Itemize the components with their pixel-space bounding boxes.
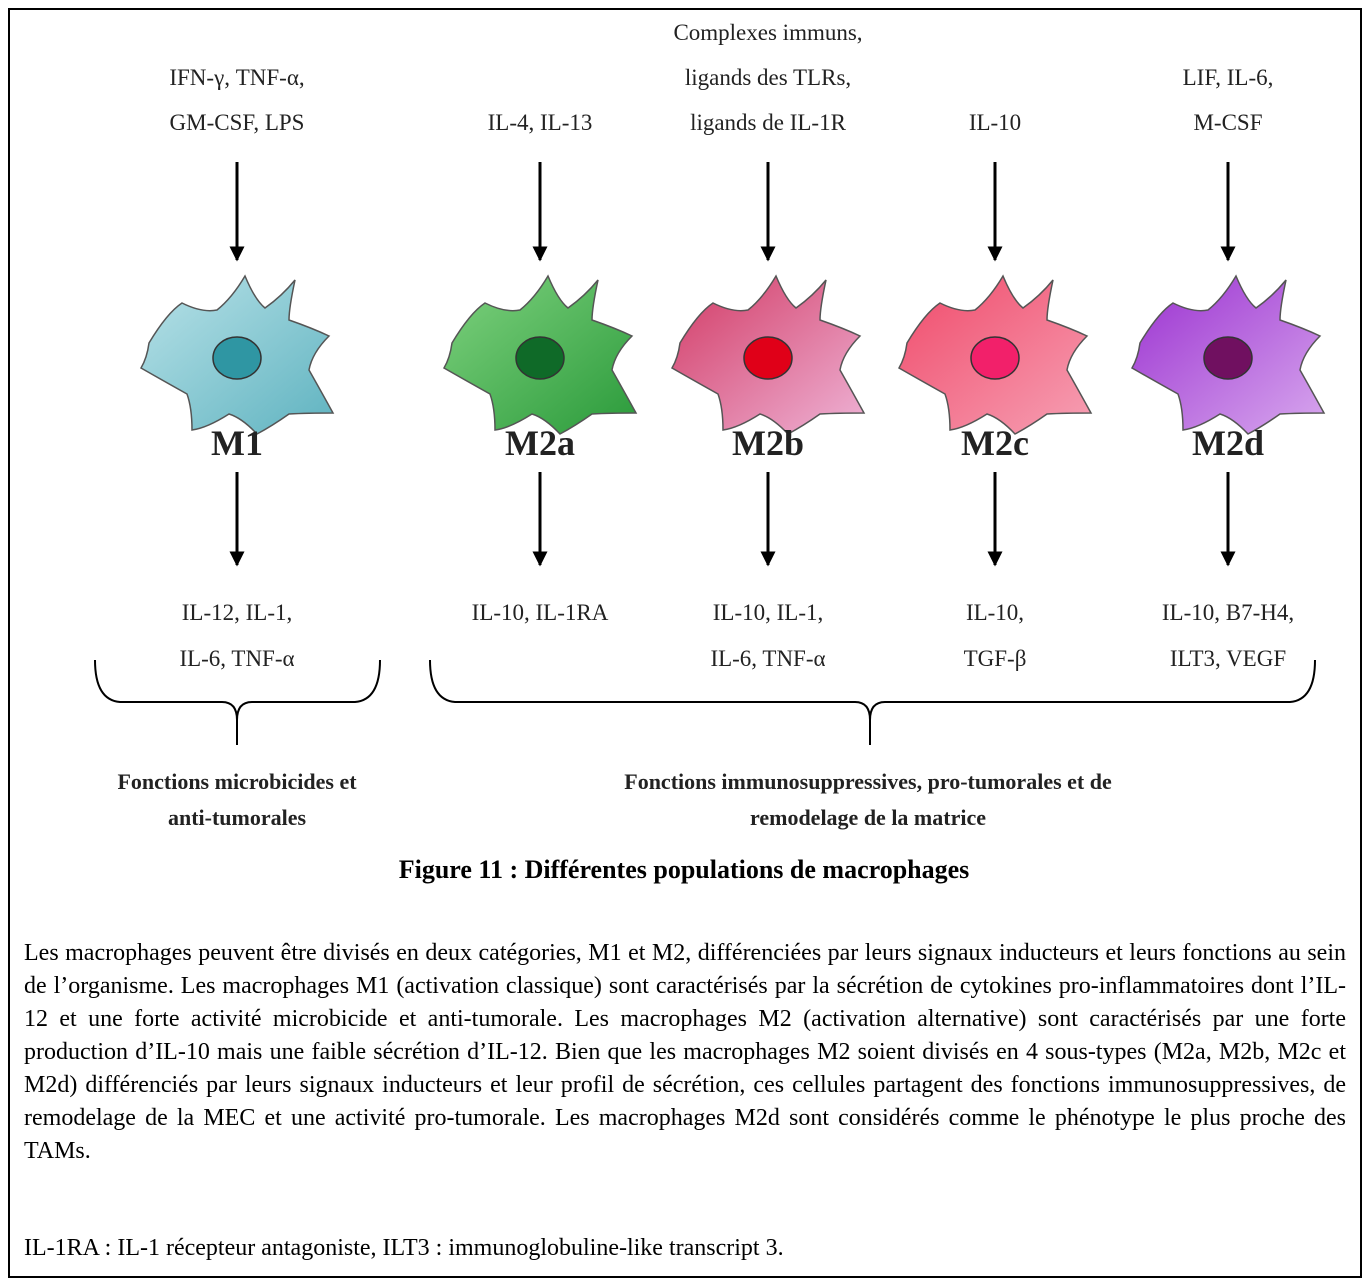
product-label: ILT3, VEGF	[1170, 646, 1286, 671]
nucleus	[971, 337, 1019, 379]
inducer-label: IFN-γ, TNF-α,	[169, 65, 304, 90]
product-label: IL-12, IL-1,	[182, 600, 293, 625]
diagram: IFN-γ, TNF-α, GM-CSF, LPS M1 IL-12, IL-1, IL…	[0, 0, 1368, 850]
inducer-label: Complexes immuns,	[673, 20, 862, 45]
page: IFN-γ, TNF-α, GM-CSF, LPS M1 IL-12, IL-1, IL…	[0, 0, 1368, 1286]
nucleus	[516, 337, 564, 379]
inducer-label: M-CSF	[1193, 110, 1262, 135]
product-label: IL-6, TNF-α	[710, 646, 825, 671]
inducer-label: GM-CSF, LPS	[170, 110, 305, 135]
macrophage-name: M2a	[505, 423, 575, 463]
caption-title: Figure 11 : Différentes populations de m…	[0, 855, 1368, 885]
macrophage-name: M1	[211, 423, 263, 463]
nucleus	[744, 337, 792, 379]
inducer-label: ligands des TLRs,	[685, 65, 851, 90]
product-label: IL-10,	[966, 600, 1024, 625]
nucleus	[213, 337, 261, 379]
product-label: TGF-β	[964, 646, 1027, 671]
bracket	[430, 660, 1315, 745]
inducer-label: IL-10	[969, 110, 1021, 135]
inducer-label: ligands de IL-1R	[690, 110, 847, 135]
group-label: Fonctions immunosuppressives, pro-tumora…	[624, 769, 1112, 794]
caption-paragraph: Les macrophages peuvent être divisés en …	[24, 937, 1346, 1168]
nucleus	[1204, 337, 1252, 379]
product-label: IL-10, IL-1,	[713, 600, 824, 625]
group-label: anti-tumorales	[168, 805, 307, 830]
product-label: IL-6, TNF-α	[179, 646, 294, 671]
macrophage-name: M2b	[732, 423, 804, 463]
group-label: Fonctions microbicides et	[117, 769, 357, 794]
group-label: remodelage de la matrice	[750, 805, 986, 830]
caption-note: IL-1RA : IL-1 récepteur antagoniste, ILT…	[24, 1235, 784, 1262]
bracket	[95, 660, 380, 745]
inducer-label: LIF, IL-6,	[1183, 65, 1274, 90]
inducer-label: IL-4, IL-13	[488, 110, 593, 135]
macrophage-name: M2c	[961, 423, 1029, 463]
product-label: IL-10, B7-H4,	[1162, 600, 1294, 625]
macrophage-name: M2d	[1192, 423, 1264, 463]
product-label: IL-10, IL-1RA	[472, 600, 609, 625]
